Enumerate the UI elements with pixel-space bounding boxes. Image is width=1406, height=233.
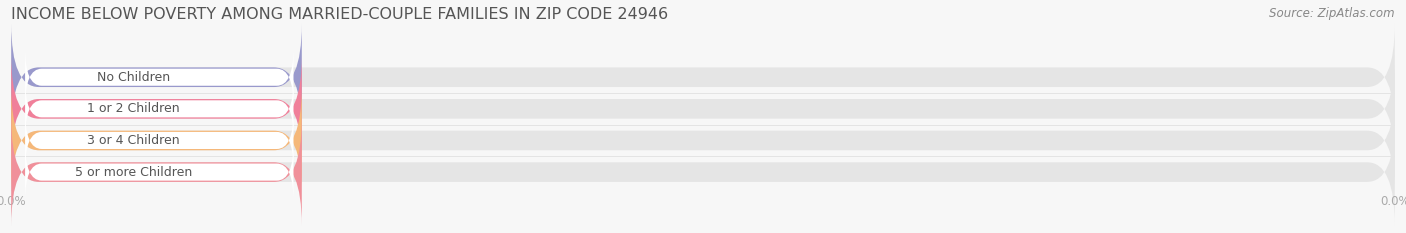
FancyBboxPatch shape <box>11 24 302 131</box>
FancyBboxPatch shape <box>11 119 302 226</box>
FancyBboxPatch shape <box>25 48 294 107</box>
FancyBboxPatch shape <box>11 87 302 194</box>
FancyBboxPatch shape <box>11 87 1395 194</box>
FancyBboxPatch shape <box>11 24 1395 131</box>
FancyBboxPatch shape <box>25 143 294 202</box>
FancyBboxPatch shape <box>11 119 1395 226</box>
Text: 0.0%: 0.0% <box>249 134 278 147</box>
Text: 0.0%: 0.0% <box>249 102 278 115</box>
Text: Source: ZipAtlas.com: Source: ZipAtlas.com <box>1270 7 1395 20</box>
FancyBboxPatch shape <box>25 79 294 138</box>
Text: 3 or 4 Children: 3 or 4 Children <box>87 134 180 147</box>
Text: 1 or 2 Children: 1 or 2 Children <box>87 102 180 115</box>
Text: 5 or more Children: 5 or more Children <box>75 166 191 178</box>
FancyBboxPatch shape <box>11 55 1395 162</box>
FancyBboxPatch shape <box>11 55 302 162</box>
Text: 0.0%: 0.0% <box>249 71 278 84</box>
Text: No Children: No Children <box>97 71 170 84</box>
Text: 0.0%: 0.0% <box>249 166 278 178</box>
Text: INCOME BELOW POVERTY AMONG MARRIED-COUPLE FAMILIES IN ZIP CODE 24946: INCOME BELOW POVERTY AMONG MARRIED-COUPL… <box>11 7 668 22</box>
FancyBboxPatch shape <box>25 111 294 170</box>
